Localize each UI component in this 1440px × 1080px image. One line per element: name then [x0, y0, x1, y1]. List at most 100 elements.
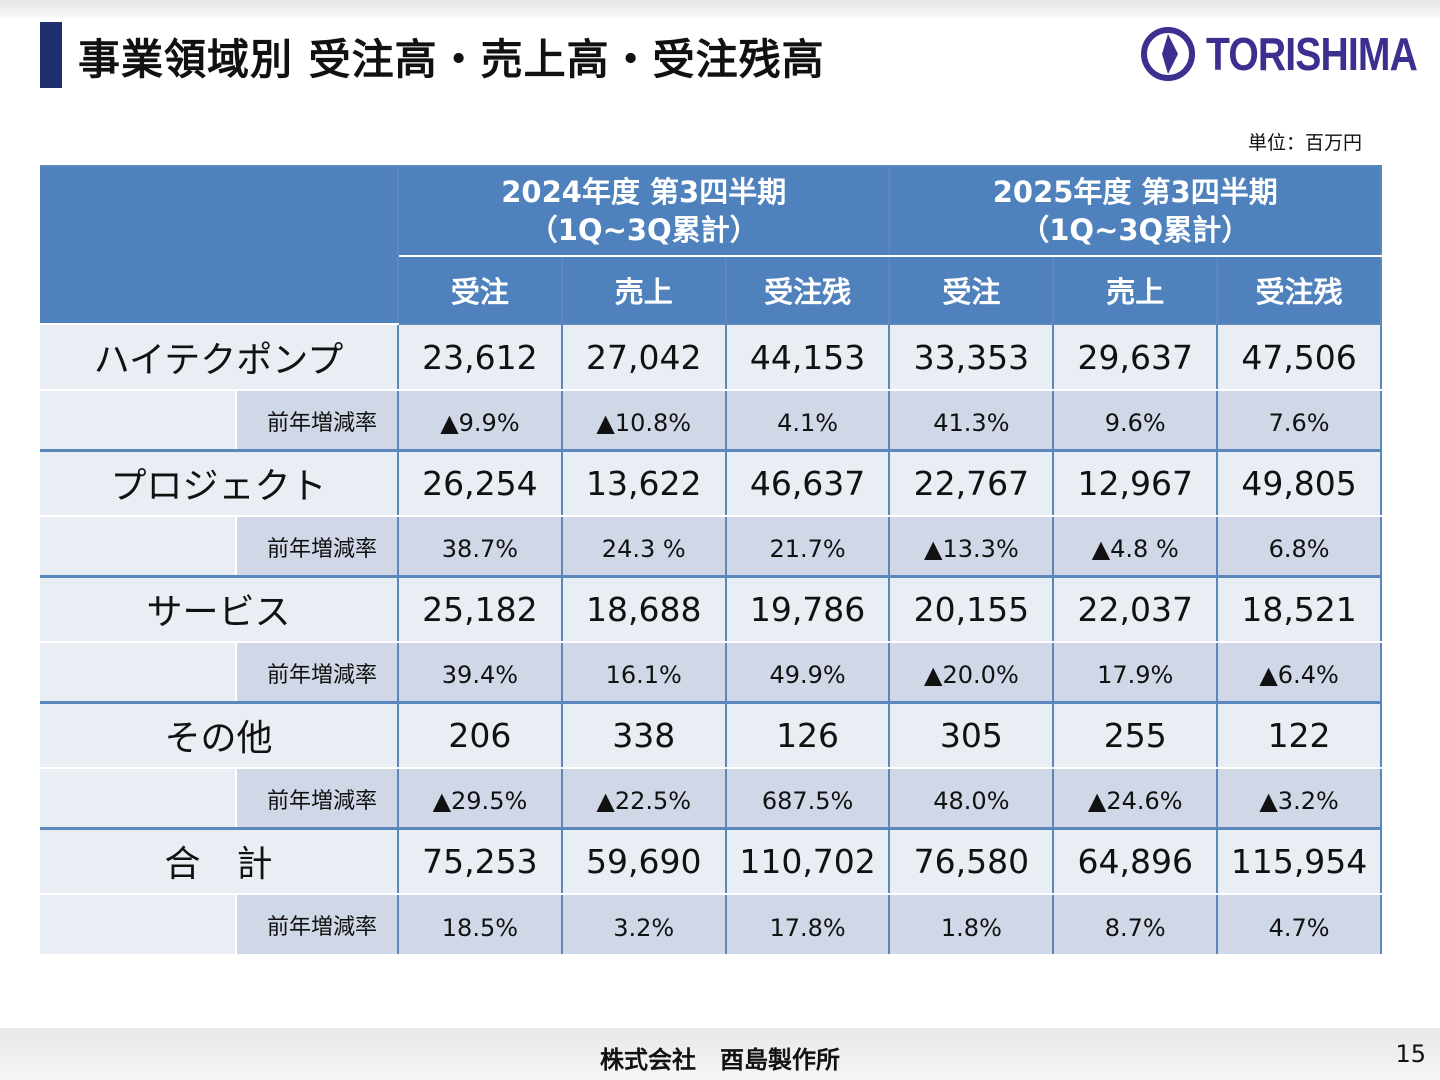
rate-cell: 39.4% [397, 641, 563, 704]
rate-cell: ▲22.5% [560, 767, 727, 830]
segment-name: ハイテクポンプ [40, 323, 399, 391]
value-cell: 122 [1216, 701, 1382, 769]
column-header: 受注残 [1216, 255, 1382, 325]
column-header: 受注残 [724, 255, 891, 325]
rate-cell: 8.7% [1052, 893, 1219, 954]
rate-row: 前年増減率 39.4% 16.1% 49.9% ▲20.0% 17.9% ▲6.4% [40, 641, 1382, 704]
page-number: 15 [1395, 1040, 1426, 1068]
rate-cell: ▲13.3% [888, 515, 1055, 578]
value-cell: 206 [397, 701, 563, 769]
orders-sales-table: 2024年度 第3四半期 （1Q~3Q累計） 2025年度 第3四半期 （1Q~3Q… [40, 165, 1382, 954]
blank-cell [40, 389, 237, 452]
table-row: プロジェクト 26,254 13,622 46,637 22,767 12,967 49,8… [40, 449, 1382, 517]
rate-label: 前年増減率 [235, 515, 399, 578]
rate-cell: 38.7% [397, 515, 563, 578]
value-cell: 46,637 [724, 449, 891, 517]
period-header-2025: 2025年度 第3四半期 （1Q~3Q累計） [888, 165, 1382, 257]
rate-cell: ▲29.5% [397, 767, 563, 830]
table-row: 合 計 75,253 59,690 110,702 76,580 64,896 115,95… [40, 827, 1382, 895]
value-cell: 26,254 [397, 449, 563, 517]
value-cell: 64,896 [1052, 827, 1219, 895]
value-cell: 110,702 [724, 827, 891, 895]
footer-bar [0, 1028, 1440, 1080]
table-row: その他 206 338 126 305 255 122 [40, 701, 1382, 769]
title-accent-bar [40, 22, 62, 88]
company-logo: TORISHIMA [1140, 26, 1440, 82]
blank-cell [40, 515, 237, 578]
rate-cell: 18.5% [397, 893, 563, 954]
value-cell: 22,767 [888, 449, 1055, 517]
value-cell: 75,253 [397, 827, 563, 895]
column-header: 受注 [397, 255, 563, 325]
rate-cell: ▲10.8% [560, 389, 727, 452]
column-header: 売上 [560, 255, 727, 325]
value-cell: 255 [1052, 701, 1219, 769]
value-cell: 27,042 [560, 323, 727, 391]
value-cell: 33,353 [888, 323, 1055, 391]
value-cell: 29,637 [1052, 323, 1219, 391]
value-cell: 49,805 [1216, 449, 1382, 517]
rate-cell: 49.9% [724, 641, 891, 704]
segment-name: サービス [40, 575, 399, 643]
value-cell: 23,612 [397, 323, 563, 391]
rate-cell: 24.3 % [560, 515, 727, 578]
rate-cell: ▲9.9% [397, 389, 563, 452]
period-header-2024: 2024年度 第3四半期 （1Q~3Q累計） [396, 165, 891, 257]
segment-name: その他 [40, 701, 399, 769]
value-cell: 44,153 [724, 323, 891, 391]
rate-cell: 48.0% [888, 767, 1055, 830]
rate-cell: 4.1% [724, 389, 891, 452]
value-cell: 305 [888, 701, 1055, 769]
segment-name: プロジェクト [40, 449, 399, 517]
table-row: ハイテクポンプ 23,612 27,042 44,153 33,353 29,637 47,… [40, 323, 1382, 391]
blank-cell [40, 641, 237, 704]
rate-cell: 17.8% [724, 893, 891, 954]
blank-cell [40, 893, 237, 954]
rate-cell: 17.9% [1052, 641, 1219, 704]
rate-cell: ▲3.2% [1216, 767, 1382, 830]
column-header: 売上 [1052, 255, 1219, 325]
rate-label: 前年増減率 [235, 641, 399, 704]
rate-label: 前年増減率 [235, 389, 399, 452]
value-cell: 19,786 [724, 575, 891, 643]
rate-label: 前年増減率 [235, 893, 399, 954]
rate-cell: 16.1% [560, 641, 727, 704]
unit-label: 単位：百万円 [1247, 132, 1362, 154]
rate-cell: 4.7% [1216, 893, 1382, 954]
rate-cell: 41.3% [888, 389, 1055, 452]
rate-row: 前年増減率 18.5% 3.2% 17.8% 1.8% 8.7% 4.7% [40, 893, 1382, 954]
rate-cell: ▲4.8 % [1052, 515, 1219, 578]
rate-row: 前年増減率 ▲29.5% ▲22.5% 687.5% 48.0% ▲24.6% ▲3.2% [40, 767, 1382, 830]
rate-cell: 1.8% [888, 893, 1055, 954]
blank-cell [40, 767, 237, 830]
company-name: 株式会社 酉島製作所 [600, 1046, 840, 1074]
top-bar [0, 0, 1440, 18]
logo-text: TORISHIMA [1206, 28, 1418, 80]
value-cell: 115,954 [1216, 827, 1382, 895]
value-cell: 12,967 [1052, 449, 1219, 517]
value-cell: 22,037 [1052, 575, 1219, 643]
rate-cell: 687.5% [724, 767, 891, 830]
rate-row: 前年増減率 ▲9.9% ▲10.8% 4.1% 41.3% 9.6% 7.6% [40, 389, 1382, 452]
corner-header [40, 165, 399, 325]
value-cell: 126 [724, 701, 891, 769]
rate-cell: 6.8% [1216, 515, 1382, 578]
column-header: 受注 [888, 255, 1055, 325]
value-cell: 20,155 [888, 575, 1055, 643]
value-cell: 76,580 [888, 827, 1055, 895]
value-cell: 18,688 [560, 575, 727, 643]
value-cell: 18,521 [1216, 575, 1382, 643]
value-cell: 338 [560, 701, 727, 769]
rate-row: 前年増減率 38.7% 24.3 % 21.7% ▲13.3% ▲4.8 % 6.8% [40, 515, 1382, 578]
rate-cell: ▲24.6% [1052, 767, 1219, 830]
rate-cell: 21.7% [724, 515, 891, 578]
torishima-emblem-icon [1141, 27, 1195, 81]
value-cell: 47,506 [1216, 323, 1382, 391]
value-cell: 59,690 [560, 827, 727, 895]
rate-label: 前年増減率 [235, 767, 399, 830]
rate-cell: ▲20.0% [888, 641, 1055, 704]
rate-cell: ▲6.4% [1216, 641, 1382, 704]
rate-cell: 9.6% [1052, 389, 1219, 452]
page-title: 事業領域別 受注高・売上高・受注残高 [78, 35, 825, 84]
table-row: サービス 25,182 18,688 19,786 20,155 22,037 18,521 [40, 575, 1382, 643]
